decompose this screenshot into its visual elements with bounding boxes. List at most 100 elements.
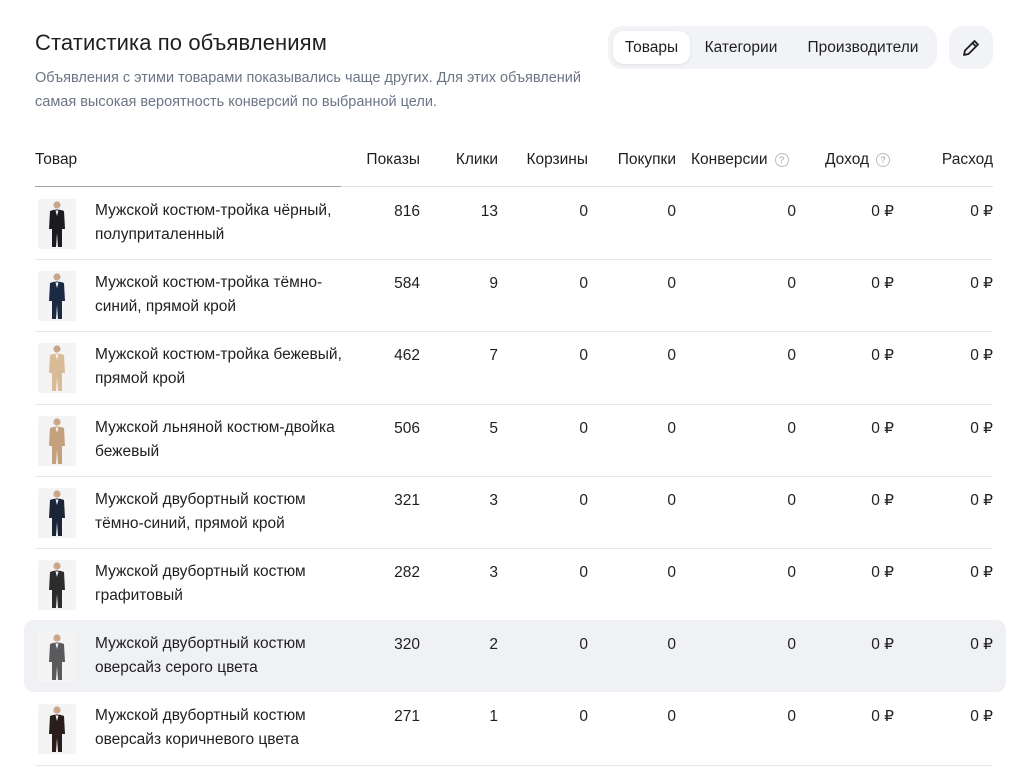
cell-expense: 0 ₽: [970, 420, 993, 437]
col-shows[interactable]: Показы: [366, 151, 420, 168]
cell-conversions: 0: [787, 203, 796, 220]
product-name[interactable]: Мужской костюм-тройка чёрный, полупритал…: [95, 202, 332, 243]
col-expense[interactable]: Расход: [941, 151, 993, 168]
product-column-underline: [35, 186, 341, 187]
product-thumbnail: [38, 271, 76, 321]
product-thumbnail: [38, 632, 76, 682]
cell-income: 0 ₽: [871, 420, 894, 437]
col-conversions[interactable]: Конверсии?: [691, 151, 789, 169]
cell-income: 0 ₽: [871, 347, 894, 364]
cell-income: 0 ₽: [871, 492, 894, 509]
cell-expense: 0 ₽: [970, 708, 993, 725]
cell-conversions: 0: [787, 564, 796, 581]
view-switcher: Товары Категории Производители: [608, 26, 937, 69]
product-name[interactable]: Мужской костюм-тройка тёмно-синий, прямо…: [95, 274, 323, 315]
cell-expense: 0 ₽: [970, 275, 993, 292]
page-subtitle: Объявления с этими товарами показывались…: [35, 70, 581, 110]
col-product[interactable]: Товар: [35, 151, 78, 168]
cell-clicks: 7: [489, 347, 498, 364]
cell-conversions: 0: [787, 420, 796, 437]
col-conversions-label: Конверсии: [691, 151, 768, 168]
product-name[interactable]: Мужской двубортный костюм тёмно-синий, п…: [95, 491, 306, 532]
product-thumbnail: [38, 488, 76, 538]
cell-shows: 584: [394, 275, 420, 292]
col-income[interactable]: Доход?: [825, 151, 891, 169]
cell-expense: 0 ₽: [970, 636, 993, 653]
table-header-divider: [35, 186, 993, 187]
cell-expense: 0 ₽: [970, 492, 993, 509]
cell-purchases: 0: [667, 492, 676, 509]
cell-purchases: 0: [667, 275, 676, 292]
cell-carts: 0: [579, 564, 588, 581]
product-name[interactable]: Мужской двубортный костюм оверсайз корич…: [95, 707, 306, 748]
cell-carts: 0: [579, 275, 588, 292]
cell-clicks: 3: [489, 492, 498, 509]
cell-carts: 0: [579, 347, 588, 364]
tab-products[interactable]: Товары: [613, 31, 690, 64]
page-title: Статистика по объявлениям: [35, 30, 327, 55]
cell-shows: 271: [394, 708, 420, 725]
cell-income: 0 ₽: [871, 203, 894, 220]
cell-income: 0 ₽: [871, 564, 894, 581]
cell-purchases: 0: [667, 203, 676, 220]
row-divider: [35, 259, 993, 260]
product-thumbnail: [38, 343, 76, 393]
product-name[interactable]: Мужской льняной костюм-двойка бежевый: [95, 419, 335, 460]
product-name[interactable]: Мужской двубортный костюм оверсайз серог…: [95, 635, 306, 676]
cell-clicks: 5: [489, 420, 498, 437]
cell-expense: 0 ₽: [970, 203, 993, 220]
row-divider: [35, 476, 993, 477]
cell-purchases: 0: [667, 708, 676, 725]
col-clicks[interactable]: Клики: [455, 151, 498, 168]
cell-clicks: 2: [489, 636, 498, 653]
cell-shows: 282: [394, 564, 420, 581]
tab-categories[interactable]: Категории: [704, 39, 778, 56]
cell-clicks: 13: [480, 203, 498, 220]
pencil-icon: [963, 39, 979, 56]
cell-shows: 320: [394, 636, 420, 653]
product-thumbnail: [38, 416, 76, 466]
col-purchases[interactable]: Покупки: [617, 151, 676, 168]
cell-clicks: 3: [489, 564, 498, 581]
cell-carts: 0: [579, 203, 588, 220]
cell-shows: 321: [394, 492, 420, 509]
income-help-icon[interactable]: ?: [876, 153, 891, 167]
conversions-help-icon[interactable]: ?: [774, 153, 789, 167]
tab-manufacturers[interactable]: Производители: [807, 39, 919, 56]
cell-purchases: 0: [667, 636, 676, 653]
cell-clicks: 9: [489, 275, 498, 292]
cell-expense: 0 ₽: [970, 347, 993, 364]
cell-carts: 0: [579, 636, 588, 653]
cell-conversions: 0: [787, 275, 796, 292]
cell-shows: 506: [394, 420, 420, 437]
cell-income: 0 ₽: [871, 708, 894, 725]
cell-expense: 0 ₽: [970, 564, 993, 581]
row-divider: [35, 765, 993, 766]
row-divider: [35, 548, 993, 549]
cell-income: 0 ₽: [871, 275, 894, 292]
product-thumbnail: [38, 704, 76, 754]
cell-carts: 0: [579, 420, 588, 437]
table-row[interactable]: [24, 620, 1006, 692]
product-thumbnail: [38, 199, 76, 249]
cell-shows: 816: [394, 203, 420, 220]
cell-carts: 0: [579, 708, 588, 725]
cell-shows: 462: [394, 347, 420, 364]
cell-income: 0 ₽: [871, 636, 894, 653]
row-divider: [35, 331, 993, 332]
row-divider: [35, 404, 993, 405]
cell-conversions: 0: [787, 492, 796, 509]
cell-purchases: 0: [667, 347, 676, 364]
product-name[interactable]: Мужской костюм-тройка бежевый, прямой кр…: [95, 346, 342, 387]
cell-carts: 0: [579, 492, 588, 509]
cell-conversions: 0: [787, 347, 796, 364]
cell-conversions: 0: [787, 636, 796, 653]
cell-purchases: 0: [667, 564, 676, 581]
col-income-label: Доход: [825, 151, 870, 168]
cell-purchases: 0: [667, 420, 676, 437]
product-name[interactable]: Мужской двубортный костюм графитовый: [95, 563, 306, 604]
edit-button[interactable]: [949, 26, 993, 69]
product-thumbnail: [38, 560, 76, 610]
cell-conversions: 0: [787, 708, 796, 725]
col-carts[interactable]: Корзины: [526, 151, 588, 168]
